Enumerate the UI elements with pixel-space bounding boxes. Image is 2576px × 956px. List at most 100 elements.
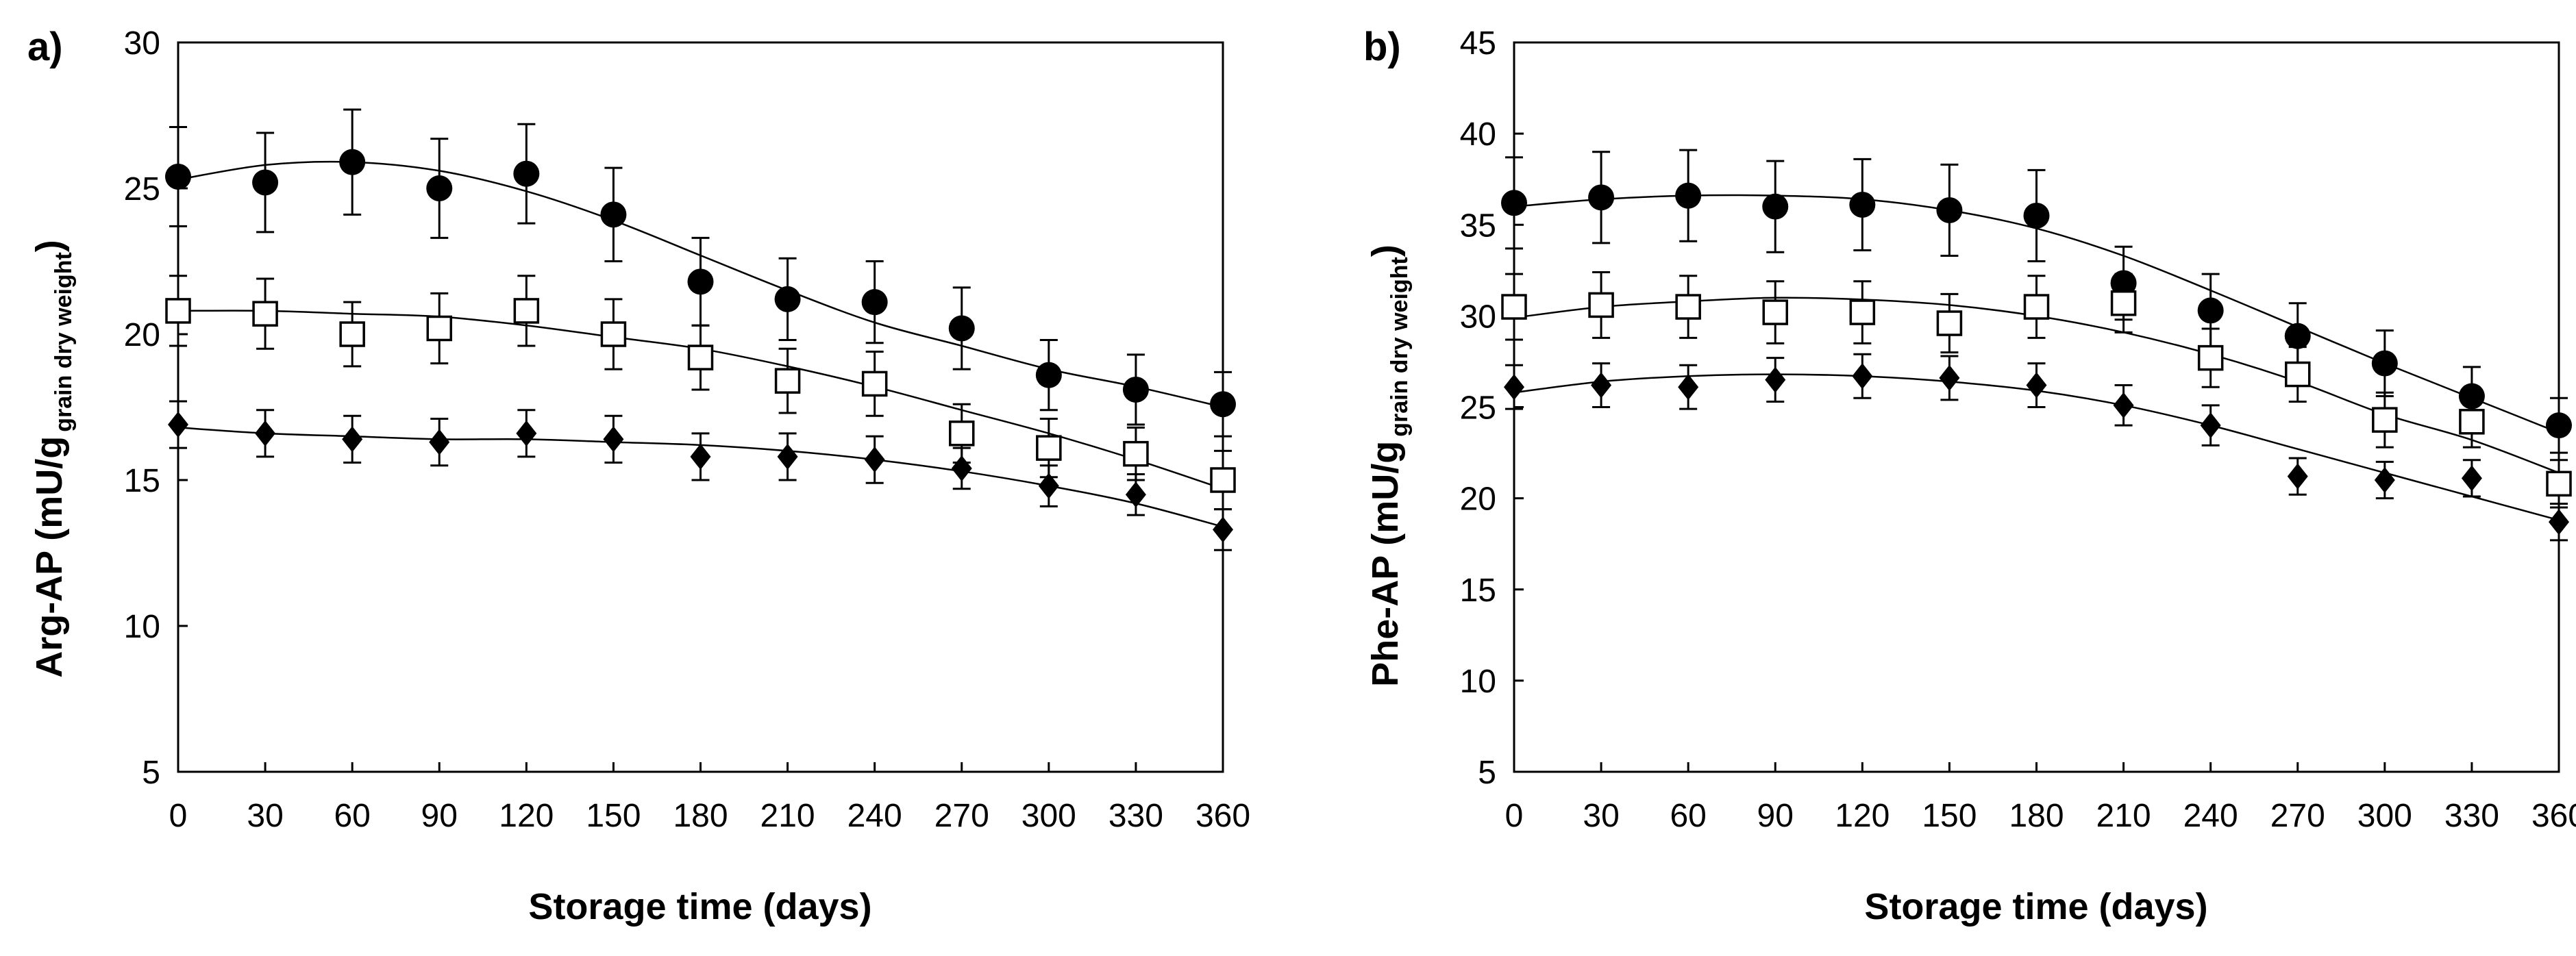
data-point-diamond-filled-a [342,426,363,453]
data-point-square-open-a [774,368,801,394]
data-point-diamond-filled-a [1125,481,1146,508]
data-point-circle-filled-b [2197,297,2224,324]
data-point-circle-filled-b [1849,191,1876,218]
data-point-square-open-b [1675,294,1701,320]
plot-area-a [177,41,1224,773]
x-tick-label-b: 360 [2531,798,2576,834]
data-point-square-open-b [2023,294,2050,320]
chart-panel-a: a) Storage time (days) Arg-AP (mU/g grain… [27,25,1250,927]
x-tick-label-b: 300 [2357,798,2412,834]
y-tick-label-a: 10 [124,609,160,645]
data-point-circle-filled-a [426,175,453,201]
x-tick-label-a: 210 [760,798,815,834]
data-point-circle-filled-b [1588,184,1615,211]
data-point-diamond-filled-a [603,426,624,453]
data-point-circle-filled-a [1210,391,1236,418]
y-axis-title-main-a: Arg-AP (mU/g [29,436,70,678]
data-point-diamond-filled-a [777,443,798,470]
data-point-square-open-a [861,370,888,397]
data-point-circle-filled-a [774,286,801,312]
y-tick-label-a: 15 [124,463,160,499]
y-tick-label-b: 20 [1460,481,1496,518]
x-tick-label-a: 360 [1196,798,1250,834]
x-tick-label-b: 30 [1583,798,1619,834]
data-point-square-open-a [1036,435,1062,461]
data-point-diamond-filled-a [255,420,276,446]
data-point-square-open-b [1849,299,1876,325]
data-point-diamond-filled-a [168,412,188,438]
y-tick-label-b: 25 [1460,390,1496,427]
data-point-circle-filled-a [861,289,888,316]
y-tick-label-b: 10 [1460,664,1496,700]
x-tick-label-a: 300 [1021,798,1076,834]
data-point-square-open-a [339,321,365,347]
data-point-circle-filled-a [600,201,627,228]
data-point-square-open-b [2459,409,2485,435]
data-point-circle-filled-b [1501,190,1527,216]
y-tick-label-b: 40 [1460,116,1496,153]
data-markers-b [1501,149,2572,542]
x-tick-label-a: 330 [1109,798,1163,834]
x-tick-label-b: 0 [1505,798,1524,834]
x-tick-label-a: 0 [169,798,188,834]
data-point-diamond-filled-a [516,420,537,446]
data-point-circle-filled-a [165,163,191,190]
data-point-diamond-filled-a [1038,473,1059,499]
data-point-diamond-filled-b [1591,372,1612,399]
x-tick-label-b: 210 [2096,798,2151,834]
data-point-diamond-filled-a [951,455,972,481]
x-tick-label-a: 150 [586,798,641,834]
x-axis-title-b: Storage time (days) [1864,886,2207,927]
data-point-diamond-filled-a [864,446,885,473]
data-point-square-open-a [1123,440,1149,467]
axis-ticks-b: 5 10 15 20 25 30 35 40 45 0 30 60 90 120 150 180 210 240 2… [1460,25,2576,834]
y-axis-title-b: Phe-AP (mU/g grain dry weight) [1365,244,1413,687]
data-point-diamond-filled-b [1852,363,1873,390]
x-tick-label-a: 30 [247,798,283,834]
x-tick-label-b: 330 [2444,798,2499,834]
data-point-square-open-b [1588,292,1614,318]
data-point-diamond-filled-b [2461,465,2482,492]
data-point-circle-filled-b [2023,202,2050,229]
data-point-square-open-a [600,321,627,347]
data-point-diamond-filled-a [1213,516,1233,543]
data-point-circle-filled-b [2546,412,2572,439]
data-point-circle-filled-b [1762,193,1789,220]
x-tick-label-a: 90 [421,798,458,834]
data-point-square-open-a [949,420,975,446]
data-point-square-open-a [426,315,452,342]
y-axis-title-a: Arg-AP (mU/g grain dry weight) [29,240,77,678]
data-point-circle-filled-a [948,315,975,342]
data-point-diamond-filled-b [2026,372,2047,399]
y-tick-label-a: 5 [142,755,160,791]
data-point-diamond-filled-b [1678,374,1699,401]
x-tick-label-b: 120 [1835,798,1890,834]
x-axis-title-a: Storage time (days) [528,886,871,927]
data-point-square-open-b [2110,290,2137,316]
x-tick-label-a: 270 [934,798,989,834]
y-axis-title-close-a: ) [29,240,70,252]
x-tick-label-b: 60 [1670,798,1706,834]
y-tick-label-a: 20 [124,317,160,353]
data-point-diamond-filled-b [1939,364,1960,391]
data-point-diamond-filled-b [2113,392,2134,418]
y-axis-title-close-b: ) [1365,244,1406,257]
data-point-circle-filled-b [2284,323,2311,349]
data-point-circle-filled-a [687,268,714,295]
y-tick-label-a: 25 [124,171,160,207]
data-point-square-open-b [1501,294,1527,320]
y-axis-title-main-b: Phe-AP (mU/g [1365,441,1406,687]
data-point-circle-filled-a [1035,362,1062,388]
data-point-square-open-a [252,301,278,327]
data-point-square-open-a [687,344,714,370]
x-tick-label-a: 60 [334,798,370,834]
x-tick-label-b: 240 [2183,798,2238,834]
data-point-diamond-filled-b [2374,467,2395,493]
data-point-circle-filled-a [1122,376,1149,403]
y-tick-label-b: 5 [1478,755,1496,791]
data-point-diamond-filled-b [1765,366,1786,393]
data-point-circle-filled-b [1936,197,1963,223]
data-point-diamond-filled-b [2287,463,2308,490]
y-tick-label-b: 45 [1460,25,1496,62]
data-point-circle-filled-a [513,160,540,187]
